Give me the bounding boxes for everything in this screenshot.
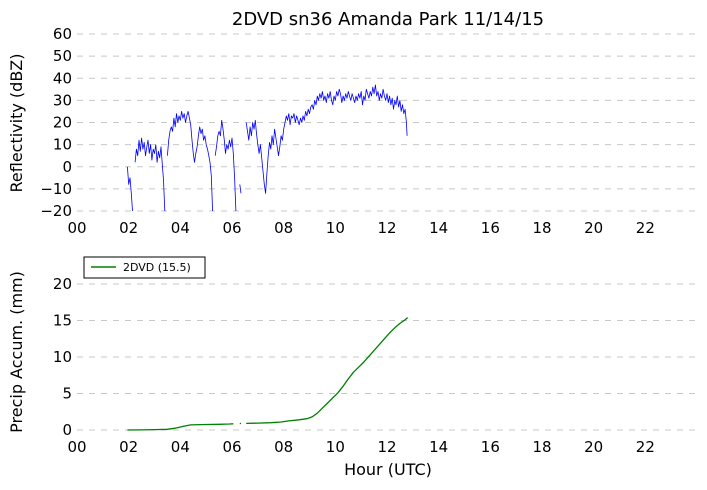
legend-label: 2DVD (15.5) (123, 261, 191, 274)
reflectivity-series (127, 84, 408, 212)
precip-x-tick-label: 22 (636, 438, 655, 456)
precip-grid (77, 283, 697, 431)
reflectivity-x-tick-label: 00 (67, 219, 86, 237)
reflectivity-y-axis-label: Reflectivity (dBZ) (7, 54, 26, 193)
reflectivity-x-tick-label: 20 (584, 219, 603, 237)
precip-x-axis-label: Hour (UTC) (344, 460, 432, 479)
precip-series-line (246, 317, 409, 425)
reflectivity-y-tick-label: 40 (53, 69, 72, 87)
reflectivity-grid (77, 33, 697, 212)
reflectivity-y-tick-label: 50 (53, 47, 72, 65)
precip-y-tick-label: 5 (62, 385, 72, 403)
precip-x-tick-label: 14 (429, 438, 448, 456)
precip-x-tick-label: 16 (481, 438, 500, 456)
reflectivity-series-line (127, 166, 133, 212)
reflectivity-y-tick-label: −10 (40, 180, 72, 198)
precip-x-tick-label: 18 (532, 438, 551, 456)
reflectivity-series-line (245, 84, 408, 194)
chart-title: 2DVD sn36 Amanda Park 11/14/15 (232, 9, 544, 30)
reflectivity-x-tick-label: 16 (481, 219, 500, 237)
reflectivity-y-tick-label: 0 (62, 158, 72, 176)
precip-series-line (127, 423, 234, 431)
reflectivity-x-tick-label: 06 (222, 219, 241, 237)
reflectivity-series-line (214, 119, 237, 212)
legend-box (83, 256, 206, 279)
precip-y-tick-label: 0 (62, 421, 72, 439)
precip-y-axis-label: Precip Accum. (mm) (7, 271, 26, 433)
precip-x-tick-label: 10 (326, 438, 345, 456)
reflectivity-y-tick-label: 10 (53, 136, 72, 154)
precip-x-tick-label: 04 (171, 438, 190, 456)
reflectivity-y-tick-label: 30 (53, 91, 72, 109)
reflectivity-x-tick-label: 02 (119, 219, 138, 237)
reflectivity-y-ticks: −20 −10 0 10 20 30 40 50 60 (40, 25, 72, 220)
precip-series (127, 317, 409, 431)
precip-y-ticks: 0 5 10 15 20 (53, 275, 72, 439)
reflectivity-series-line (167, 111, 213, 212)
precip-x-tick-label: 20 (584, 438, 603, 456)
precip-x-tick-label: 00 (67, 438, 86, 456)
reflectivity-x-tick-label: 18 (532, 219, 551, 237)
reflectivity-x-ticks: 00 02 04 06 08 10 12 14 16 18 20 22 (67, 219, 654, 237)
reflectivity-x-tick-label: 12 (377, 219, 396, 237)
precip-y-tick-label: 15 (53, 312, 72, 330)
precip-x-tick-label: 08 (274, 438, 293, 456)
reflectivity-x-tick-label: 22 (636, 219, 655, 237)
precip-x-ticks: 00 02 04 06 08 10 12 14 16 18 20 22 (67, 438, 654, 456)
precip-y-tick-label: 10 (53, 348, 72, 366)
reflectivity-y-tick-label: −20 (40, 202, 72, 220)
precip-x-tick-label: 06 (222, 438, 241, 456)
reflectivity-series-line (239, 184, 242, 194)
reflectivity-y-tick-label: 60 (53, 25, 72, 43)
reflectivity-x-tick-label: 10 (326, 219, 345, 237)
legend: 2DVD (15.5) (83, 256, 206, 279)
precip-y-tick-label: 20 (53, 275, 72, 293)
precip-x-tick-label: 02 (119, 438, 138, 456)
reflectivity-x-tick-label: 04 (171, 219, 190, 237)
reflectivity-x-tick-label: 08 (274, 219, 293, 237)
precip-x-tick-label: 12 (377, 438, 396, 456)
reflectivity-y-tick-label: 20 (53, 114, 72, 132)
reflectivity-x-tick-label: 14 (429, 219, 448, 237)
reflectivity-series-line (134, 137, 166, 212)
